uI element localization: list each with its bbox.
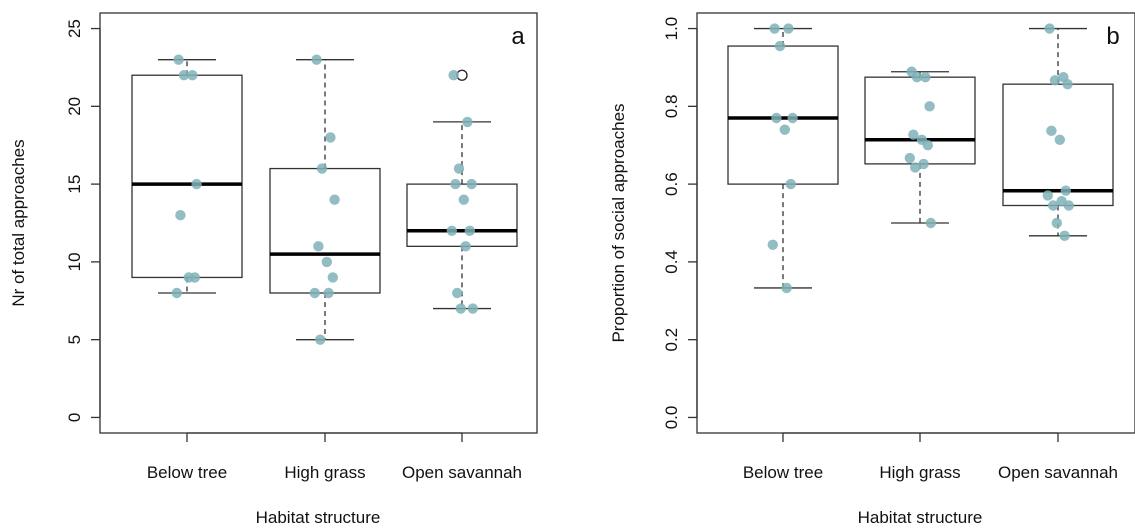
data-point: [771, 112, 782, 124]
data-point: [446, 225, 457, 236]
data-point: [920, 71, 931, 83]
data-point: [452, 287, 463, 299]
data-point: [458, 194, 469, 205]
data-point: [774, 40, 786, 52]
data-point: [315, 334, 326, 345]
data-point: [1042, 190, 1054, 201]
data-point: [467, 303, 478, 314]
data-point: [171, 287, 182, 299]
data-point: [309, 287, 320, 299]
data-point: [1044, 23, 1055, 34]
x-axis-title: Habitat structure: [858, 508, 983, 527]
data-point: [1060, 185, 1072, 196]
data-point: [316, 163, 328, 174]
data-point: [911, 71, 923, 83]
data-point: [191, 178, 202, 190]
data-point: [924, 101, 935, 112]
y-axis: 0 5 10 15 20 25: [65, 19, 101, 422]
y-tick-label: 0.2: [662, 328, 681, 352]
y-tick-label: 0.8: [662, 95, 681, 119]
y-axis: 0.0 0.2 0.4 0.6 0.8 1.0: [662, 17, 698, 430]
x-tick-label: Below tree: [743, 463, 823, 482]
data-point: [925, 217, 936, 229]
y-tick-label: 1.0: [662, 17, 681, 41]
x-tick-label: High grass: [284, 463, 365, 482]
data-point: [1063, 200, 1075, 211]
data-point: [1046, 125, 1057, 137]
box-iqr: [406, 183, 518, 247]
boxes-group: [131, 59, 518, 341]
data-point: [779, 124, 790, 135]
data-point: [1049, 75, 1061, 86]
y-tick-label: 0.4: [662, 250, 681, 274]
x-axis-title: Habitat structure: [256, 508, 381, 527]
y-tick-label: 0.0: [662, 406, 681, 430]
data-point: [453, 163, 465, 174]
points-group: [767, 23, 1075, 294]
x-axis: Below tree High grass Open savannah: [743, 432, 1118, 482]
data-point: [325, 132, 336, 143]
box-iqr: [864, 76, 976, 165]
data-point: [918, 158, 929, 170]
x-tick-label: High grass: [879, 463, 960, 482]
y-tick-label: 5: [65, 335, 84, 344]
data-point: [767, 239, 778, 250]
data-point: [1051, 217, 1063, 229]
data-point: [1054, 134, 1066, 145]
x-axis: Below tree High grass Open savannah: [147, 432, 522, 482]
box-iqr: [131, 74, 243, 279]
y-tick-label: 10: [65, 252, 84, 271]
panel-letter: b: [1106, 23, 1119, 50]
data-point: [1059, 230, 1070, 242]
data-point: [175, 210, 186, 221]
panel-b: 0.0 0.2 0.4 0.6 0.8 1.0 Below tree High grass O…: [609, 12, 1135, 527]
points-group: [171, 54, 478, 345]
y-tick-label: 20: [65, 97, 84, 116]
data-point: [450, 178, 461, 190]
data-point: [785, 178, 796, 190]
x-tick-label: Open savannah: [998, 463, 1118, 482]
data-point: [448, 70, 459, 81]
data-point: [466, 178, 477, 190]
data-point: [908, 129, 919, 140]
data-point: [313, 241, 324, 252]
data-point: [462, 116, 473, 128]
data-point: [321, 256, 332, 268]
data-point: [922, 140, 933, 151]
data-point: [311, 54, 322, 65]
data-point: [189, 272, 200, 283]
box-iqr: [727, 45, 839, 185]
data-point: [173, 54, 184, 65]
data-point: [904, 152, 915, 164]
data-point: [455, 303, 466, 314]
y-axis-title: Proportion of social approaches: [609, 103, 628, 342]
x-tick-label: Below tree: [147, 463, 227, 482]
data-point: [323, 287, 334, 299]
panel-a: 0 5 10 15 20 25 Below tree High grass Open sava…: [9, 12, 538, 527]
y-tick-label: 0.6: [662, 172, 681, 196]
box-iqr: [1002, 83, 1114, 207]
data-point: [1048, 200, 1059, 211]
x-tick-label: Open savannah: [402, 463, 522, 482]
data-point: [327, 272, 338, 283]
data-point: [787, 112, 798, 124]
y-axis-title: Nr of total approaches: [9, 139, 28, 306]
data-point: [910, 162, 921, 173]
data-point: [783, 23, 794, 34]
data-point: [187, 70, 198, 81]
panel-letter: a: [511, 23, 525, 50]
boxes-group: [727, 27, 1114, 289]
data-point: [460, 241, 471, 252]
y-tick-label: 0: [65, 413, 84, 422]
y-tick-label: 15: [65, 175, 84, 194]
data-point: [781, 282, 792, 294]
data-point: [1062, 78, 1073, 90]
y-tick-label: 25: [65, 19, 84, 38]
data-point: [769, 23, 780, 34]
data-point: [464, 225, 475, 236]
data-point: [329, 194, 340, 205]
data-point: [178, 70, 190, 81]
box-iqr: [269, 167, 381, 294]
